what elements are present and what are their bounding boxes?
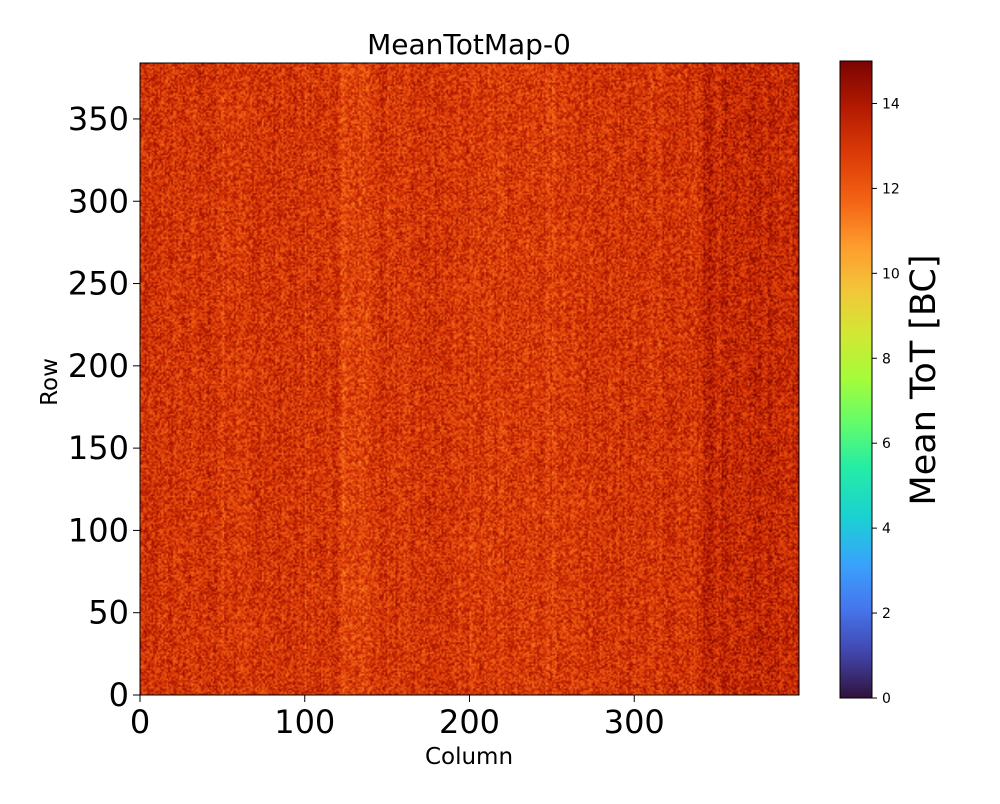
y-axis: 0 50 100 150 200 250 300 350 bbox=[68, 100, 140, 714]
x-axis-label: Column bbox=[425, 744, 513, 770]
y-tick-label: 300 bbox=[68, 182, 129, 220]
heatmap-image bbox=[140, 63, 799, 695]
colorbar-axis: 0 2 4 6 8 10 12 14 bbox=[872, 96, 900, 707]
chart-title: MeanTotMap-0 bbox=[367, 28, 571, 61]
x-tick-label: 0 bbox=[130, 703, 150, 741]
y-tick-label: 0 bbox=[109, 676, 129, 714]
colorbar-tick-label: 14 bbox=[882, 96, 900, 112]
y-tick-label: 350 bbox=[68, 100, 129, 138]
colorbar-tick-label: 4 bbox=[882, 521, 891, 537]
y-tick-label: 250 bbox=[68, 265, 129, 303]
colorbar-tick-label: 8 bbox=[882, 351, 891, 367]
x-tick-label: 200 bbox=[439, 703, 500, 741]
y-axis-label: Row bbox=[37, 358, 63, 406]
colorbar bbox=[839, 60, 873, 699]
y-tick-label: 200 bbox=[68, 347, 129, 385]
y-tick-label: 100 bbox=[68, 511, 129, 549]
x-tick-label: 300 bbox=[604, 703, 665, 741]
colorbar-tick-label: 10 bbox=[882, 266, 900, 282]
colorbar-label: Mean ToT [BC] bbox=[904, 255, 944, 506]
y-tick-label: 50 bbox=[88, 594, 129, 632]
colorbar-tick-label: 2 bbox=[882, 606, 891, 622]
x-tick-label: 100 bbox=[274, 703, 335, 741]
colorbar-tick-label: 0 bbox=[882, 691, 891, 707]
x-axis: 0 100 200 300 bbox=[130, 695, 665, 741]
y-tick-label: 150 bbox=[68, 429, 129, 467]
colorbar-tick-label: 12 bbox=[882, 181, 900, 197]
colorbar-tick-label: 6 bbox=[882, 436, 891, 452]
